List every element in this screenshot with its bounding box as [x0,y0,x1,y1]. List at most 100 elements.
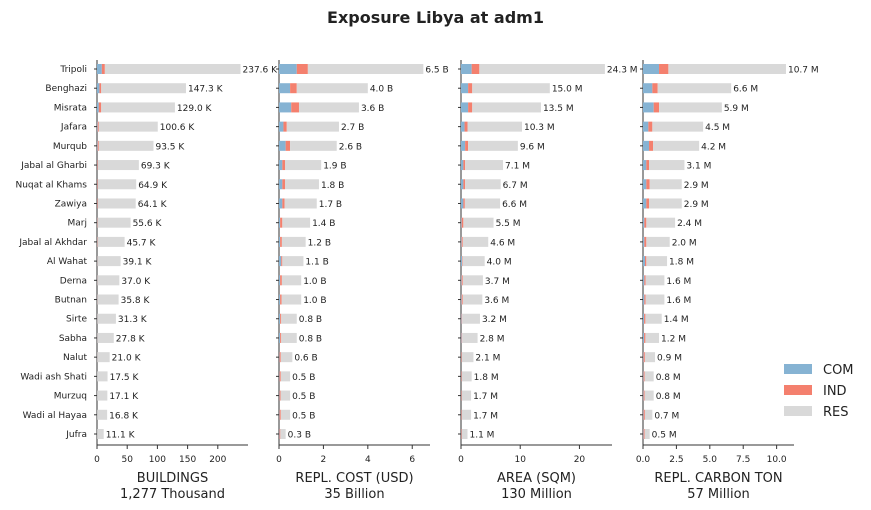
x-tick-label: 0.0 [636,455,651,465]
bar-res [97,236,125,247]
data-label: 64.9 K [138,181,168,191]
x-tick-label: 4 [365,455,371,465]
bar-res [296,83,368,94]
bar-com [97,64,102,74]
bar-res [461,352,474,363]
bar-com [279,102,292,113]
bar-com [643,294,645,305]
bar-ind [644,294,646,305]
data-label: 1.8 B [321,181,344,191]
x-tick-label: 0 [94,455,100,465]
data-label: 5.5 M [496,219,521,229]
bar-com [643,371,644,382]
data-label: 129.0 K [177,104,213,114]
bar-res [101,83,186,94]
data-label: 2.7 B [341,123,364,133]
bar-com [643,352,644,363]
bar-res [282,256,304,267]
category-label: Jabal al Akhdar [18,238,87,248]
category-label: Benghazi [45,84,87,94]
x-tick-label: 2 [321,455,327,465]
bar-com [279,140,286,151]
category-label: Misrata [54,103,87,113]
bar-com [643,64,660,74]
x-tick-label: 20 [574,455,586,465]
bar-com [643,140,650,151]
data-label: 31.3 K [118,315,148,325]
bar-res [467,121,522,132]
bar-res [464,198,501,209]
bar-ind [280,294,282,305]
bar-ind [461,217,464,228]
bar-com [279,64,297,74]
data-label: 0.6 B [294,354,317,364]
bar-ind [463,198,465,209]
bar-ind [279,390,281,401]
bar-ind [652,83,658,94]
x-tick-label: 5.0 [703,455,718,465]
data-label: 4.6 M [490,238,515,248]
category-label: Marj [68,219,87,229]
legend-swatch-res [784,406,812,416]
bar-com [461,179,464,190]
bar-ind [465,140,469,151]
bar-ind [648,121,653,132]
bar-com [279,294,281,305]
bar-res [280,390,291,401]
bar-ind [280,313,282,324]
bar-res [281,313,297,324]
category-label: Jufra [65,430,87,440]
data-label: 45.7 K [127,238,157,248]
data-label: 4.2 M [701,142,726,152]
data-label: 1.6 M [666,277,691,287]
data-label: 13.5 M [543,104,574,114]
data-label: 0.5 M [652,431,677,441]
bar-com [461,332,462,343]
bar-res [280,429,286,439]
bar-res [97,294,119,305]
bar-ind [101,64,105,74]
bar-res [280,352,293,363]
bar-com [279,275,281,286]
bar-ind [282,160,285,171]
bar-res [97,313,116,324]
bar-ind [97,198,98,209]
bar-res [281,236,306,247]
bar-res [97,390,108,401]
data-label: 147.3 K [188,85,224,95]
data-label: 1.7 M [473,392,498,402]
data-label: 3.1 M [686,162,711,172]
bar-res [644,371,654,382]
data-label: 0.5 B [292,373,315,383]
bar-ind [643,352,645,363]
x-axis-sublabel: 1,277 Thousand [120,487,225,502]
bar-res [461,371,472,382]
bar-com [97,140,98,151]
data-label: 4.5 M [705,123,730,133]
category-label: Wadi al Hayaa [23,411,87,421]
bar-ind [646,179,650,190]
bar-res [280,409,291,420]
x-axis-label: REPL. CARBON TON [654,471,782,486]
chart-title: Exposure Libya at adm1 [327,8,544,27]
bar-res [644,429,650,439]
bar-ind [282,198,285,209]
bar-res [282,217,311,228]
bar-res [659,102,722,113]
bar-res [98,121,158,132]
legend-label-ind: IND [823,384,847,399]
category-label: Butnan [55,296,87,306]
data-label: 2.9 M [684,181,709,191]
data-label: 27.8 K [116,334,146,344]
bar-com [461,256,463,267]
data-label: 55.6 K [133,219,163,229]
data-label: 1.0 B [303,296,326,306]
x-tick-label: 10.0 [767,455,787,465]
bar-ind [285,140,291,151]
bar-com [643,409,644,420]
category-label: Nuqat al Khams [15,180,87,190]
data-label: 2.1 M [475,354,500,364]
bar-com [279,121,284,132]
legend-label-res: RES [823,405,849,420]
